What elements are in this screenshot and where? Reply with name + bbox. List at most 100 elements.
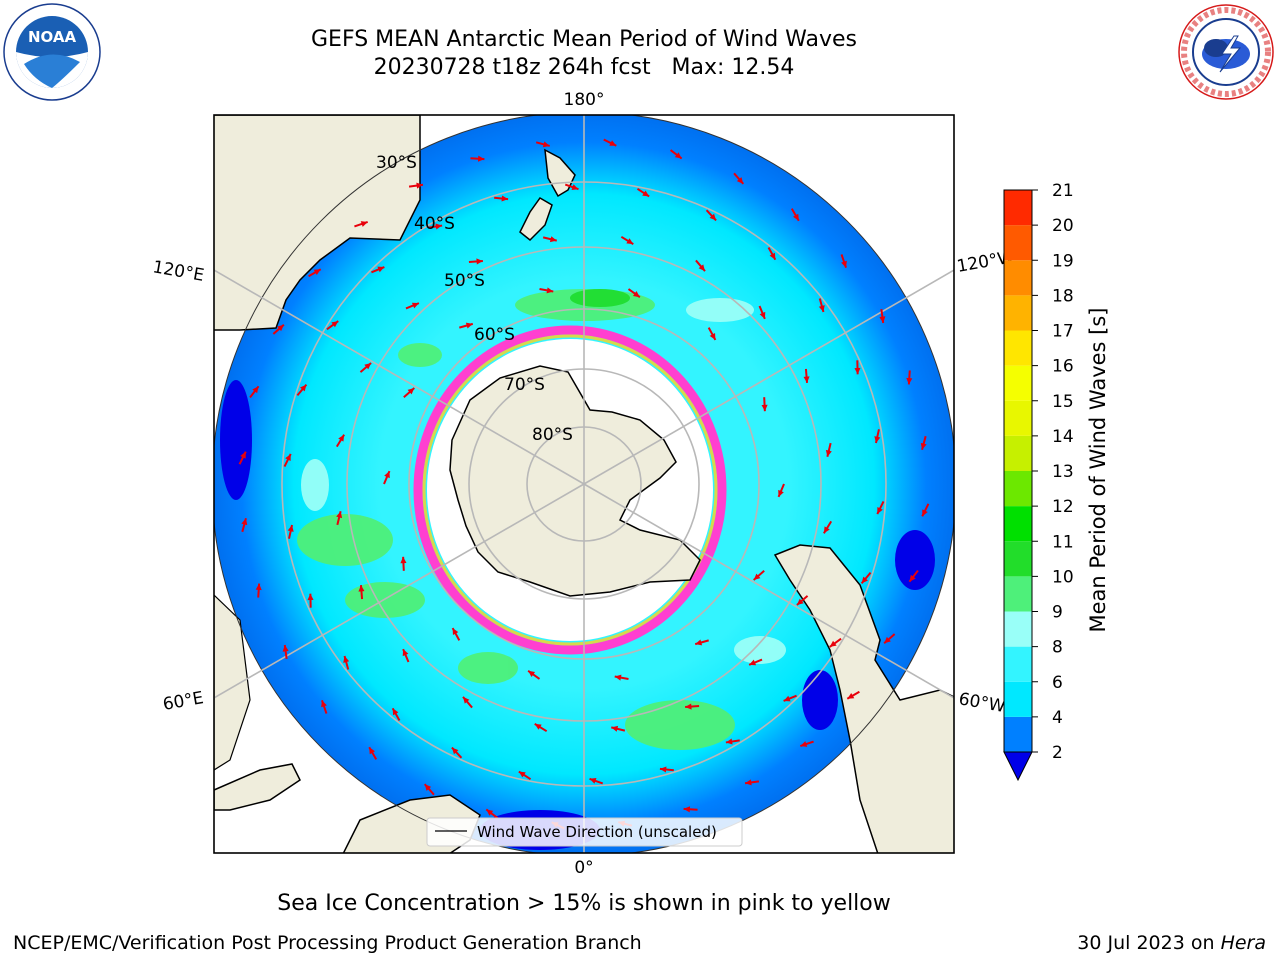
colorbar-bin <box>1004 225 1032 261</box>
colorbar-tick-label: 8 <box>1052 638 1063 658</box>
footer-host: Hera <box>1220 932 1266 954</box>
wave-arrow-head <box>501 195 509 202</box>
colorbar-tick-label: 18 <box>1052 286 1074 306</box>
wave-arrow-head <box>906 377 913 385</box>
colorbar-bin <box>1004 716 1032 752</box>
wave-arrow-head <box>255 583 262 591</box>
lat-label-30s: 30°S <box>376 153 417 173</box>
colorbar-tick-label: 16 <box>1052 357 1074 377</box>
colorbar-tick-label: 4 <box>1052 708 1063 728</box>
wave-arrow-head <box>829 640 837 647</box>
wave-arrow-head <box>909 574 916 582</box>
wave-arrow-head <box>400 556 407 564</box>
colorbar-bin <box>1004 295 1032 331</box>
wave-arrow-head <box>783 695 791 702</box>
wave-arrow-head <box>241 518 248 526</box>
wave-arrow-head <box>307 593 314 601</box>
noaa-logo-text: NOAA <box>28 28 77 46</box>
colorbar-bin <box>1004 260 1032 296</box>
new-zealand-landmass <box>519 148 576 242</box>
colorbar-bin <box>1004 400 1032 436</box>
colorbar-tick-label: 17 <box>1052 322 1074 342</box>
colorbar-bin <box>1004 541 1032 577</box>
wave-arrow-head <box>796 598 804 606</box>
map-legend: Wind Wave Direction (unscaled) <box>426 817 743 847</box>
sea-ice-edge <box>413 325 727 655</box>
wind-wave-arrows <box>238 138 930 830</box>
colorbar-bin <box>1004 611 1032 647</box>
colorbar-tick-label: 11 <box>1052 532 1074 552</box>
wave-arrow-head <box>549 236 557 243</box>
noaa-logo: NOAA <box>2 2 102 102</box>
colorbar-tick-label: 19 <box>1052 251 1074 271</box>
wave-arrow-head <box>277 324 284 332</box>
wave-arrow-head <box>749 659 757 666</box>
wave-arrow-head <box>736 177 744 184</box>
footer-date: 30 Jul 2023 on <box>1077 932 1221 954</box>
wave-arrow-head <box>313 269 321 275</box>
wave-arrow-head <box>331 321 339 328</box>
wave-arrow-head <box>343 656 350 663</box>
lat-label-50s: 50°S <box>444 271 485 291</box>
chart-title: GEFS MEAN Antarctic Mean Period of Wind … <box>311 27 857 52</box>
wave-arrow-head <box>571 184 579 191</box>
colorbar-tick-label: 10 <box>1052 567 1074 587</box>
wave-arrow-head <box>709 213 717 221</box>
colorbar-bin <box>1004 506 1032 542</box>
wave-arrow-head <box>818 305 825 312</box>
colorbar-under-arrow <box>1003 751 1033 782</box>
wave-arrow-head <box>800 741 808 747</box>
wave-arrow-head <box>486 809 494 816</box>
colorbar-tick-label: 20 <box>1052 216 1074 236</box>
wave-arrow-head <box>285 453 291 461</box>
wave-arrow-head <box>793 213 799 221</box>
wave-arrow-head <box>435 223 443 230</box>
colorbar-tick-label: 12 <box>1052 497 1074 517</box>
footer-right: 30 Jul 2023 on Hera <box>1077 932 1266 954</box>
lat-label-40s: 40°S <box>414 214 455 234</box>
colorbar-bin <box>1004 365 1032 401</box>
wave-arrow-head <box>854 367 861 375</box>
colorbar: 2 4 6 8 9 10 11 12 13 14 15 16 17 18 19 20 21 <box>1003 181 1074 782</box>
wave-arrow-head <box>611 725 619 732</box>
wave-arrow-head <box>364 362 372 370</box>
wave-arrow-head <box>609 140 617 146</box>
wave-arrow-head <box>384 471 390 479</box>
wave-arrow-head <box>452 628 459 636</box>
lon-label-60w: 60°W <box>957 689 1007 717</box>
wave-arrow-head <box>451 747 459 755</box>
wave-arrow-head <box>411 302 419 309</box>
wave-arrow-head <box>725 738 733 745</box>
wave-arrow-head <box>392 708 399 716</box>
lon-label-180: 180° <box>564 90 605 110</box>
wave-arrow-head <box>518 771 526 778</box>
wave-arrow-head <box>377 266 385 273</box>
wave-arrow-head <box>841 260 847 268</box>
wave-arrow-head <box>745 779 752 786</box>
wave-arrow-head <box>761 404 768 412</box>
colorbar-bin <box>1004 576 1032 612</box>
colorbar-bin <box>1004 435 1032 471</box>
colorbar-bin <box>1004 681 1032 717</box>
wave-arrow-head <box>336 511 343 519</box>
sea-ice-caption: Sea Ice Concentration > 15% is shown in … <box>277 891 891 916</box>
wave-arrow-head <box>803 376 810 383</box>
wave-arrow-head <box>861 576 868 584</box>
colorbar-tick-label: 15 <box>1052 392 1074 412</box>
lat-label-60s: 60°S <box>474 325 515 345</box>
wave-arrow-head <box>695 639 703 646</box>
lon-label-60e: 60°E <box>161 688 205 715</box>
wave-arrow-head <box>778 489 784 497</box>
wave-arrow-head <box>589 777 597 784</box>
colorbar-tick-label: 9 <box>1052 603 1063 623</box>
footer-left: NCEP/EMC/Verification Post Processing Pr… <box>13 932 642 954</box>
colorbar-bin <box>1004 471 1032 507</box>
wave-arrow-head <box>698 264 706 272</box>
colorbar-tick-label: 2 <box>1052 743 1063 763</box>
wave-arrow-head <box>683 806 691 813</box>
wave-arrow-head <box>825 449 832 457</box>
wave-arrow-head <box>240 451 246 459</box>
chart-subtitle: 20230728 t18z 264h fcst Max: 12.54 <box>373 55 795 80</box>
wave-arrow-head <box>416 182 423 189</box>
wave-arrow-head <box>823 526 830 534</box>
